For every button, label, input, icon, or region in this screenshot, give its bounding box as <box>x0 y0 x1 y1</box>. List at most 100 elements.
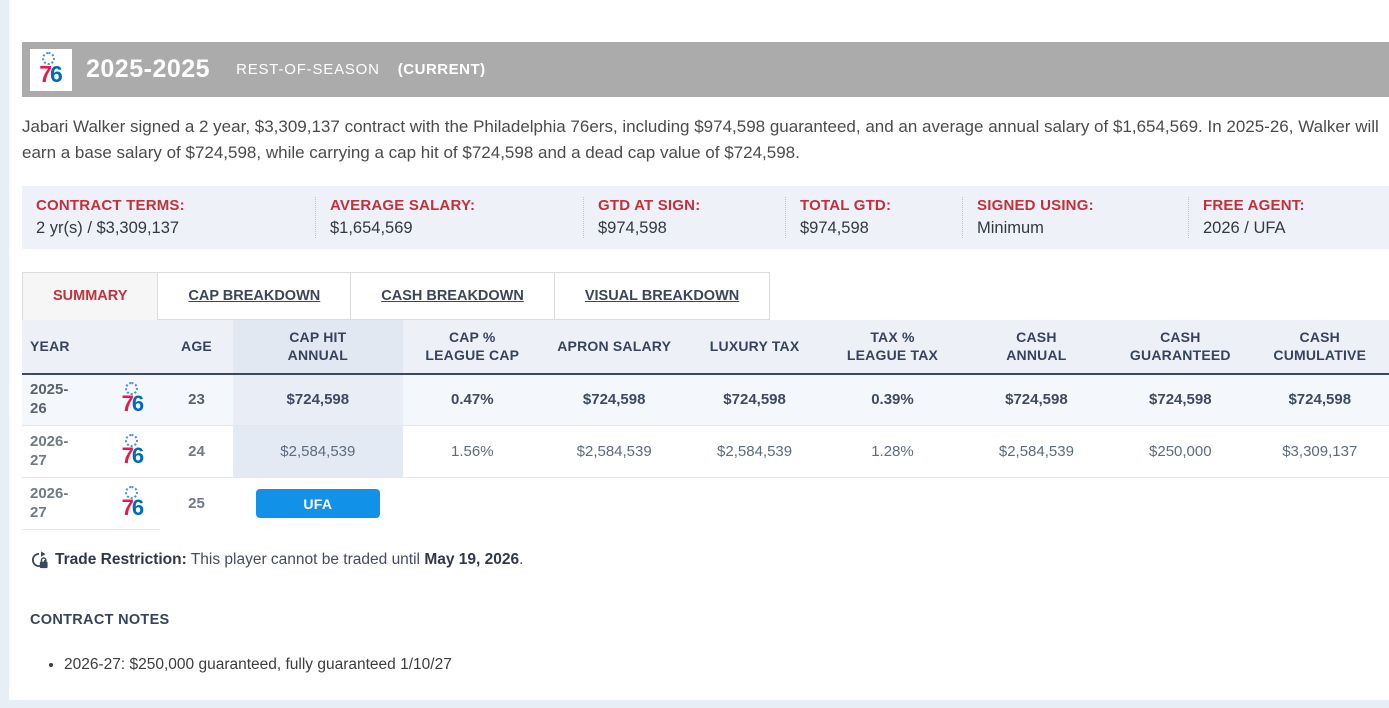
tab-label: VISUAL BREAKDOWN <box>584 287 740 304</box>
cell-team: 76 <box>105 373 161 427</box>
page-bottom-margin <box>0 700 1389 708</box>
cell-cash-guaranteed <box>1110 478 1250 530</box>
cell-cash-cumulative: $3,309,137 <box>1250 425 1389 479</box>
cell-cash-cumulative: $724,598 <box>1250 373 1389 427</box>
tab-cash-breakdown[interactable]: CASH BREAKDOWN <box>351 271 555 320</box>
summary-value: $1,654,569 <box>330 218 413 237</box>
logo-digit-6: 6 <box>131 495 145 521</box>
cell-year: 2026-27 <box>22 425 106 479</box>
cell-cash-annual: $2,584,539 <box>962 425 1111 479</box>
sixers-logo-icon: 76 <box>121 434 144 469</box>
logo-stars-ring-icon <box>42 51 56 65</box>
col-header-tax-pct: TAX % LEAGUE TAX <box>822 319 963 374</box>
sixers-logo-icon: 76 <box>121 382 145 417</box>
trade-restriction-note: Trade Restriction: This player cannot be… <box>22 551 1389 569</box>
cell-team: 76 <box>105 425 161 479</box>
cell-cap-pct <box>403 478 541 530</box>
cell-apron: $2,584,539 <box>541 425 687 479</box>
trade-lock-icon <box>30 551 48 569</box>
cell-tax-pct <box>822 478 962 530</box>
cell-age: 25 <box>188 495 205 513</box>
contract-notes-title: CONTRACT NOTES <box>30 612 170 629</box>
cell-tax-pct: 1.28% <box>822 425 963 479</box>
logo-digit-6: 6 <box>131 391 145 417</box>
col-header-luxury-tax: LUXURY TAX <box>686 319 823 374</box>
summary-free-agent: FREE AGENT: 2026 / UFA <box>1188 196 1389 238</box>
tab-cap-breakdown[interactable]: CAP BREAKDOWN <box>158 271 352 320</box>
logo-digit-6: 6 <box>50 60 63 87</box>
summary-contract-terms: CONTRACT TERMS: 2 yr(s) / $3,309,137 <box>22 197 315 238</box>
logo-stars-ring-icon <box>124 434 138 448</box>
col-header-age: AGE <box>160 319 233 374</box>
logo-digit-7: 7 <box>39 60 52 87</box>
season-title: 2025-2025 <box>86 55 211 83</box>
col-header-cash-guaranteed: CASH GUARANTEED <box>1110 319 1251 374</box>
logo-stars-ring-icon <box>124 486 138 500</box>
season-header-bar: 76 2025-2025 REST-OF-SEASON (CURRENT) <box>22 42 1389 97</box>
logo-digit-7: 7 <box>121 443 134 469</box>
col-header-team <box>105 319 161 374</box>
cell-cap-hit: UFA <box>233 478 403 530</box>
contract-table-body: 2025-26 76 23 $724,598 0.47% $724,598 $724,598… <box>22 373 1389 531</box>
cell-team: 76 <box>105 477 161 531</box>
cell-cap-pct: 1.56% <box>403 425 542 479</box>
col-header-apron-salary: APRON SALARY <box>541 319 687 374</box>
summary-label: CONTRACT TERMS: <box>36 196 185 214</box>
logo-digit-7: 7 <box>121 495 134 521</box>
table-row: 2026-27 76 24 $2,584,539 1.56% $2,584,539 $2,5… <box>22 425 1389 479</box>
summary-label: FREE AGENT: <box>1203 196 1305 214</box>
summary-label: GTD AT SIGN: <box>598 196 701 214</box>
cell-cap-pct: 0.47% <box>403 373 542 427</box>
cell-luxury-tax: $724,598 <box>686 373 823 427</box>
tab-summary[interactable]: SUMMARY <box>22 271 159 320</box>
contract-salary-table: YEAR AGE CAP HIT ANNUAL CAP % LEAGUE CAP A… <box>22 319 1389 531</box>
cell-cash-annual: $724,598 <box>962 373 1111 427</box>
contract-description: Jabari Walker signed a 2 year, $3,309,13… <box>22 117 1379 163</box>
table-header-row: YEAR AGE CAP HIT ANNUAL CAP % LEAGUE CAP A… <box>22 319 1389 374</box>
col-header-cap-pct: CAP % LEAGUE CAP <box>403 319 542 374</box>
cell-age: 23 <box>160 373 233 427</box>
tab-label: CAP BREAKDOWN <box>188 287 321 304</box>
summary-value: 2026 / UFA <box>1203 218 1286 237</box>
page-left-margin <box>0 0 9 708</box>
cell-cap-hit: $2,584,539 <box>232 425 404 479</box>
summary-label: AVERAGE SALARY: <box>330 196 476 214</box>
year-value: 2025-26 <box>30 381 69 417</box>
col-header-cap-hit: CAP HIT ANNUAL <box>232 319 404 374</box>
cell-age: 24 <box>160 425 233 479</box>
summary-value: $974,598 <box>800 218 869 237</box>
contract-summary-bar: CONTRACT TERMS: 2 yr(s) / $3,309,137 AVE… <box>22 185 1389 249</box>
cell-cash-guaranteed: $724,598 <box>1110 373 1251 427</box>
summary-average-salary: AVERAGE SALARY: $1,654,569 <box>315 196 583 238</box>
summary-label: SIGNED USING: <box>977 196 1094 214</box>
year-value: 2026-27 <box>30 484 69 521</box>
cell-tax-pct: 0.39% <box>822 373 963 427</box>
logo-stars-ring-icon <box>124 382 138 396</box>
cell-cash-guaranteed: $250,000 <box>1110 425 1251 479</box>
breakdown-tabs: SUMMARY CAP BREAKDOWN CASH BREAKDOWN VIS… <box>22 271 1389 320</box>
cell-year: 2026-27 <box>22 477 106 531</box>
sixers-logo-icon: 76 <box>121 486 145 521</box>
summary-label: TOTAL GTD: <box>800 196 892 214</box>
cell-cash-cumulative <box>1251 478 1389 530</box>
trade-restriction-text: Trade Restriction: This player cannot be… <box>55 551 524 569</box>
ufa-badge-button[interactable]: UFA <box>255 489 380 519</box>
year-value: 2026-27 <box>30 432 69 469</box>
cell-cap-hit: $724,598 <box>232 373 404 427</box>
col-header-cash-annual: CASH ANNUAL <box>962 319 1111 374</box>
col-header-year: YEAR <box>22 319 106 374</box>
summary-gtd-at-sign: GTD AT SIGN: $974,598 <box>583 196 785 238</box>
cell-luxury-tax: $2,584,539 <box>686 425 823 479</box>
summary-value: Minimum <box>977 218 1044 237</box>
sixers-logo-icon: 76 <box>39 51 63 87</box>
table-row: 2025-26 76 23 $724,598 0.47% $724,598 $724,598… <box>22 373 1389 427</box>
summary-total-gtd: TOTAL GTD: $974,598 <box>785 196 962 238</box>
team-logo-box: 76 <box>30 48 72 91</box>
tab-visual-breakdown[interactable]: VISUAL BREAKDOWN <box>554 271 771 320</box>
cell-luxury-tax <box>687 478 822 530</box>
summary-value: $974,598 <box>598 218 667 237</box>
summary-value: 2 yr(s) / $3,309,137 <box>36 218 180 237</box>
tab-label: CASH BREAKDOWN <box>381 287 524 304</box>
logo-digit-7: 7 <box>121 391 134 417</box>
cell-year: 2025-26 <box>22 373 106 427</box>
